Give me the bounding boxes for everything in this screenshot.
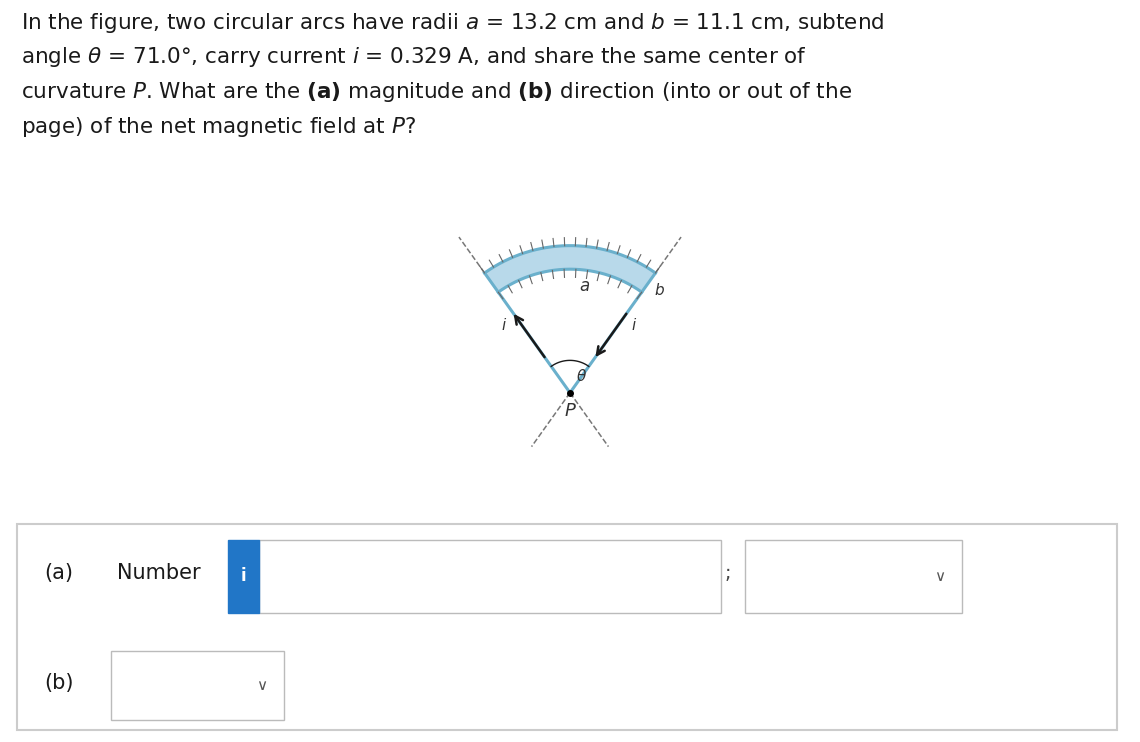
Text: ∨: ∨ (934, 569, 945, 584)
Text: ∨: ∨ (255, 677, 267, 692)
Text: (b): (b) (44, 673, 74, 693)
Text: $P$: $P$ (563, 402, 577, 420)
Text: $i$: $i$ (502, 317, 507, 332)
Text: (a): (a) (44, 563, 74, 583)
Text: i: i (241, 568, 246, 585)
Polygon shape (484, 246, 656, 292)
Text: $b$: $b$ (653, 282, 665, 298)
Text: $\theta$: $\theta$ (576, 368, 587, 384)
FancyBboxPatch shape (746, 540, 962, 613)
Text: In the figure, two circular arcs have radii $a$ = 13.2 cm and $b$ = 11.1 cm, sub: In the figure, two circular arcs have ra… (21, 10, 884, 139)
Text: $i$: $i$ (632, 317, 637, 332)
FancyBboxPatch shape (259, 540, 720, 613)
FancyBboxPatch shape (228, 540, 259, 613)
Text: Number: Number (117, 563, 201, 583)
FancyBboxPatch shape (112, 651, 284, 720)
Text: ;: ; (725, 564, 732, 582)
Text: $a$: $a$ (579, 278, 589, 295)
